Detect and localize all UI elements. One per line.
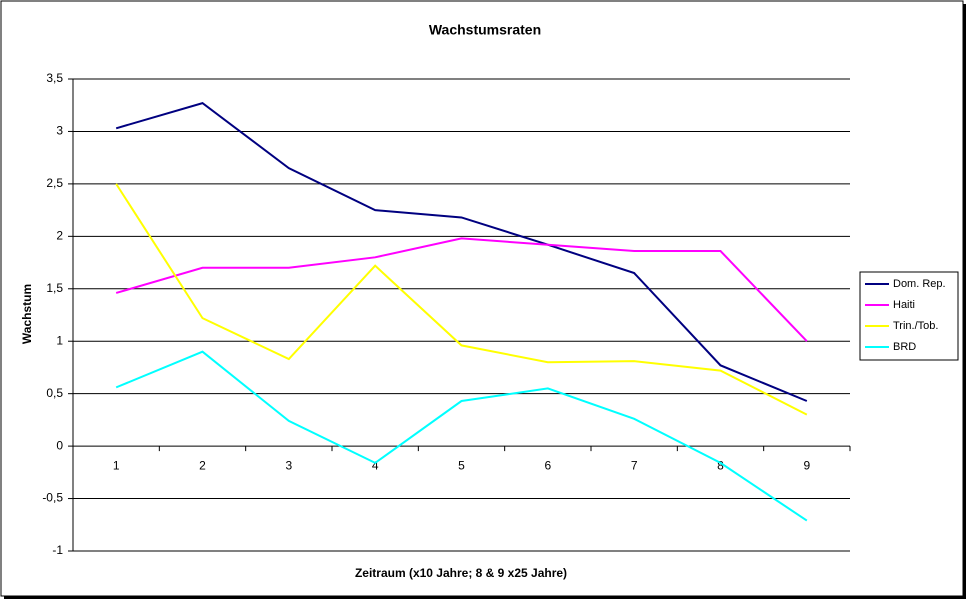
legend-label: Haiti — [893, 299, 915, 311]
y-tick-label: 2 — [56, 229, 63, 243]
y-tick-label: 0 — [56, 438, 63, 452]
legend-label: Dom. Rep. — [893, 278, 946, 290]
x-tick-label: 9 — [803, 458, 810, 472]
x-axis-label: Zeitraum (x10 Jahre; 8 & 9 x25 Jahre) — [355, 566, 567, 580]
x-tick-label: 3 — [285, 458, 292, 472]
legend-label: BRD — [893, 341, 916, 353]
series-line — [115, 350, 808, 522]
series-line — [115, 183, 808, 416]
x-tick-label: 2 — [199, 458, 206, 472]
y-tick-label: 1 — [56, 333, 63, 347]
y-tick-label: 3,5 — [46, 71, 63, 85]
y-tick-label: -1 — [52, 543, 63, 557]
series-line — [115, 102, 808, 402]
y-tick-label: 1,5 — [46, 281, 63, 295]
series-line — [115, 237, 808, 342]
x-tick-label: 4 — [372, 458, 379, 472]
x-tick-label: 6 — [544, 458, 551, 472]
chart-title: Wachstumsraten — [429, 22, 541, 38]
x-tick-label: 5 — [458, 458, 465, 472]
y-tick-label: 3 — [56, 124, 63, 138]
legend-box — [859, 271, 959, 361]
y-axis-label: Wachstum — [20, 284, 34, 344]
x-tick-label: 7 — [631, 458, 638, 472]
y-tick-label: 2,5 — [46, 176, 63, 190]
y-tick-label: 0,5 — [46, 386, 63, 400]
x-tick-label: 1 — [113, 458, 120, 472]
x-tick-label: 8 — [717, 458, 724, 472]
legend-label: Trin./Tob. — [893, 320, 938, 332]
y-tick-label: -0,5 — [42, 491, 63, 505]
